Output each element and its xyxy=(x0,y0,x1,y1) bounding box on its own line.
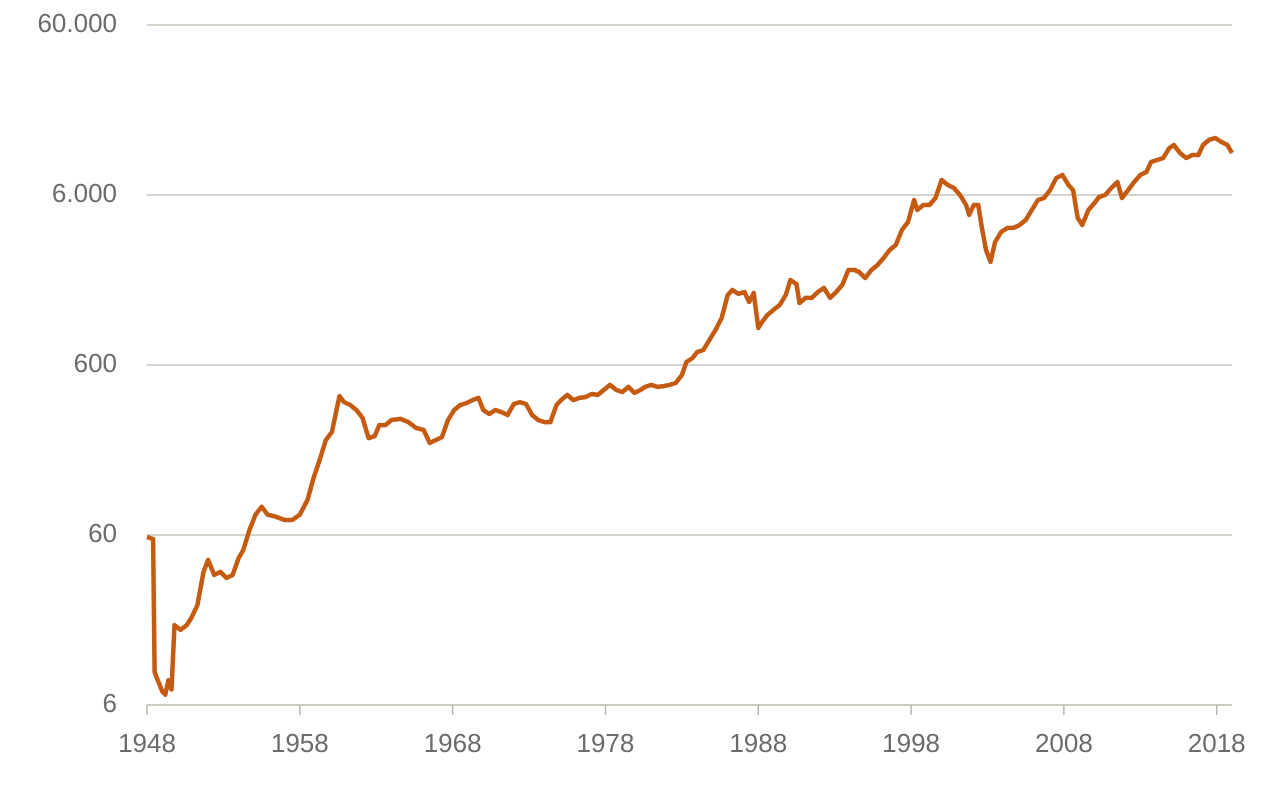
x-tick-label: 1988 xyxy=(729,728,787,758)
x-tick-label: 2008 xyxy=(1035,728,1093,758)
line xyxy=(146,135,1234,697)
x-tick-label: 2018 xyxy=(1188,728,1246,758)
x-tick-label: 1958 xyxy=(271,728,329,758)
y-tick-label: 60.000 xyxy=(37,8,117,38)
y-tick-label: 6.000 xyxy=(52,178,117,208)
x-tick-label: 1978 xyxy=(577,728,635,758)
y-tick-label: 6 xyxy=(103,688,117,718)
x-tick-label: 1968 xyxy=(424,728,482,758)
x-tick-label: 1948 xyxy=(118,728,176,758)
x-tick-label: 1998 xyxy=(882,728,940,758)
y-tick-label: 60 xyxy=(88,518,117,548)
y-tick-label: 600 xyxy=(74,348,117,378)
